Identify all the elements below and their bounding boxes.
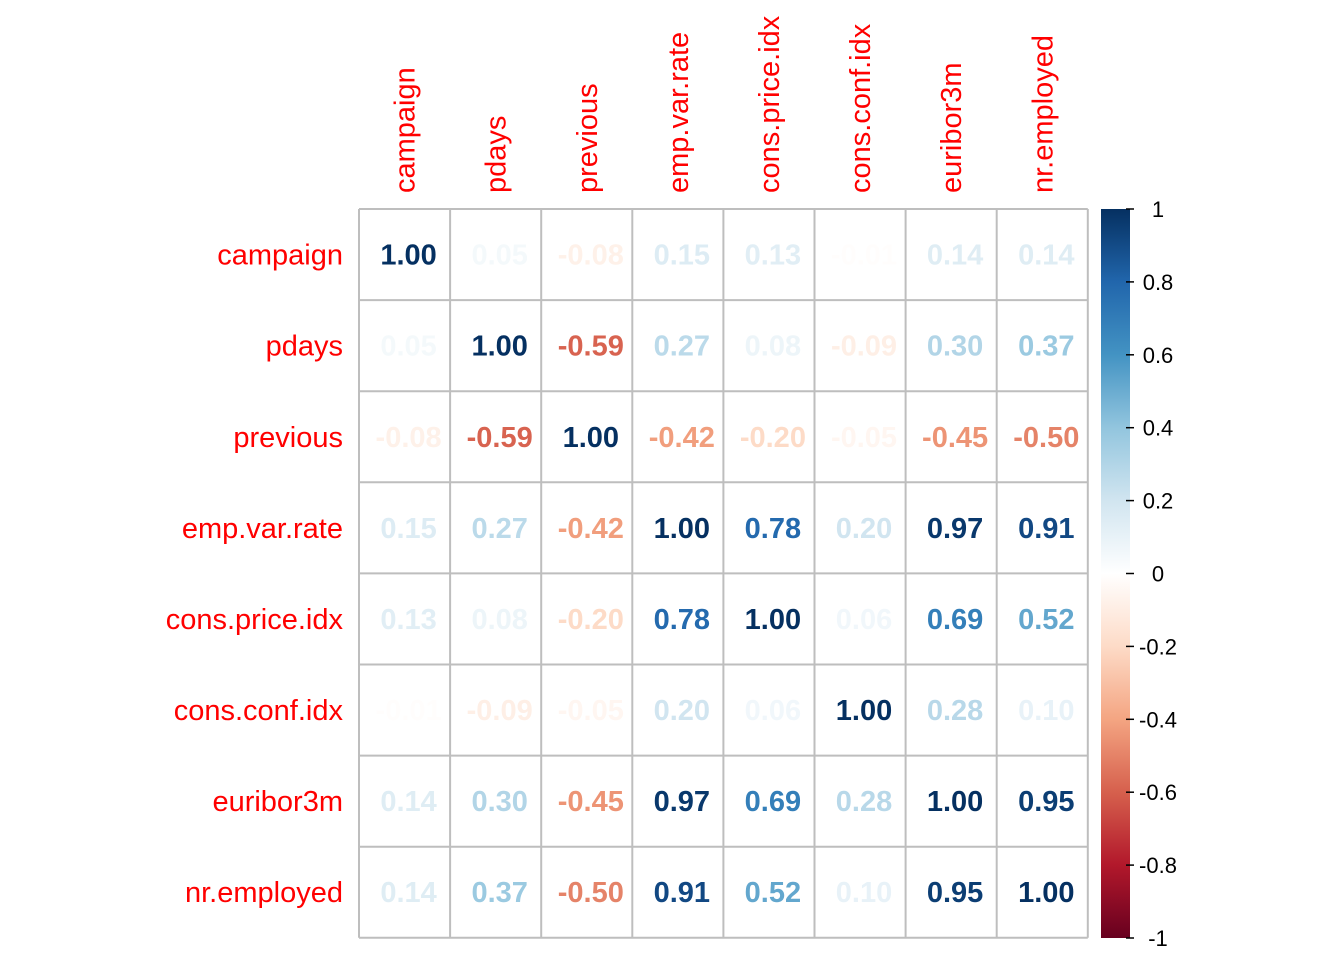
colorbar-tick-label: 1	[1152, 197, 1164, 222]
column-label-campaign: campaign	[390, 67, 422, 193]
cell-value-euribor3m-nr.employed: 0.95	[1018, 786, 1074, 818]
colorbar-tick-label: 0	[1152, 562, 1164, 587]
cell-value-pdays-pdays: 1.00	[471, 331, 527, 363]
cell-value-emp.var.rate-euribor3m: 0.97	[927, 513, 983, 545]
cell-value-cons.price.idx-euribor3m: 0.69	[927, 604, 983, 636]
cell-value-pdays-cons.conf.idx: -0.09	[831, 331, 897, 363]
cell-value-emp.var.rate-emp.var.rate: 1.00	[654, 513, 710, 545]
row-label-emp.var.rate: emp.var.rate	[182, 513, 343, 545]
cell-value-campaign-emp.var.rate: 0.15	[654, 240, 710, 272]
colorbar-gradient	[1101, 209, 1130, 938]
grid	[358, 208, 1089, 939]
cell-value-nr.employed-cons.price.idx: 0.52	[745, 877, 801, 909]
cell-value-nr.employed-nr.employed: 1.00	[1018, 877, 1074, 909]
cell-value-cons.conf.idx-nr.employed: 0.10	[1018, 695, 1074, 727]
cell-value-pdays-euribor3m: 0.30	[927, 331, 983, 363]
cell-value-cons.conf.idx-previous: -0.05	[558, 695, 624, 727]
column-label-emp.var.rate: emp.var.rate	[663, 32, 695, 193]
colorbar: 1 0.8 0.6 0.4 0.2 0 -0.2 -0.4 -0.6 -0.8 -1	[1101, 197, 1177, 951]
cell-value-pdays-cons.price.idx: 0.08	[745, 331, 801, 363]
colorbar-tick-label: -0.4	[1139, 707, 1177, 732]
column-labels: campaign pdays previous emp.var.rate cons.pr…	[390, 15, 1060, 193]
cell-value-euribor3m-pdays: 0.30	[471, 786, 527, 818]
cell-value-nr.employed-cons.conf.idx: 0.10	[836, 877, 892, 909]
colorbar-tick-label: 0.6	[1143, 343, 1174, 368]
cell-value-cons.price.idx-cons.price.idx: 1.00	[745, 604, 801, 636]
cell-value-emp.var.rate-pdays: 0.27	[471, 513, 527, 545]
cell-value-cons.conf.idx-cons.conf.idx: 1.00	[836, 695, 892, 727]
colorbar-tick-label: -0.8	[1139, 853, 1177, 878]
cell-value-euribor3m-previous: -0.45	[558, 786, 624, 818]
row-label-euribor3m: euribor3m	[212, 786, 343, 818]
cell-value-cons.price.idx-emp.var.rate: 0.78	[654, 604, 710, 636]
cell-value-emp.var.rate-nr.employed: 0.91	[1018, 513, 1074, 545]
cell-value-euribor3m-cons.price.idx: 0.69	[745, 786, 801, 818]
cell-value-cons.conf.idx-pdays: -0.09	[467, 695, 533, 727]
cell-value-nr.employed-previous: -0.50	[558, 877, 624, 909]
cell-value-previous-pdays: -0.59	[467, 422, 533, 454]
column-label-cons.price.idx: cons.price.idx	[754, 15, 786, 193]
colorbar-tick-label: -0.6	[1139, 780, 1177, 805]
row-label-nr.employed: nr.employed	[185, 877, 343, 909]
cell-value-pdays-campaign: 0.05	[380, 331, 436, 363]
cell-value-campaign-cons.price.idx: 0.13	[745, 240, 801, 272]
cell-value-nr.employed-emp.var.rate: 0.91	[654, 877, 710, 909]
colorbar-tick-label: 0.2	[1143, 489, 1174, 514]
cell-value-previous-cons.price.idx: -0.20	[740, 422, 806, 454]
cell-value-pdays-nr.employed: 0.37	[1018, 331, 1074, 363]
cell-value-cons.price.idx-campaign: 0.13	[380, 604, 436, 636]
cell-value-campaign-nr.employed: 0.14	[1018, 240, 1074, 272]
cell-value-previous-emp.var.rate: -0.42	[649, 422, 715, 454]
cell-value-emp.var.rate-cons.price.idx: 0.78	[745, 513, 801, 545]
column-label-euribor3m: euribor3m	[936, 62, 968, 193]
cell-value-previous-campaign: -0.08	[376, 422, 442, 454]
colorbar-tick-label: -1	[1148, 926, 1168, 951]
cell-value-cons.conf.idx-euribor3m: 0.28	[927, 695, 983, 727]
cell-value-emp.var.rate-cons.conf.idx: 0.20	[836, 513, 892, 545]
row-labels: campaign pdays previous emp.var.rate cons.pr…	[166, 240, 344, 910]
cell-value-campaign-campaign: 1.00	[380, 240, 436, 272]
cell-value-campaign-euribor3m: 0.14	[927, 240, 983, 272]
row-label-previous: previous	[233, 422, 343, 454]
row-label-cons.conf.idx: cons.conf.idx	[174, 695, 344, 727]
cell-value-previous-nr.employed: -0.50	[1013, 422, 1079, 454]
cell-value-cons.price.idx-previous: -0.20	[558, 604, 624, 636]
cell-value-euribor3m-emp.var.rate: 0.97	[654, 786, 710, 818]
colorbar-tick-label: -0.2	[1139, 634, 1177, 659]
cell-value-pdays-emp.var.rate: 0.27	[654, 331, 710, 363]
cell-value-cons.price.idx-nr.employed: 0.52	[1018, 604, 1074, 636]
cell-value-cons.price.idx-cons.conf.idx: 0.06	[836, 604, 892, 636]
cell-value-cons.price.idx-pdays: 0.08	[471, 604, 527, 636]
cell-value-cons.conf.idx-campaign: -0.01	[376, 695, 442, 727]
row-label-campaign: campaign	[217, 240, 343, 272]
cell-value-pdays-previous: -0.59	[558, 331, 624, 363]
cell-value-previous-previous: 1.00	[563, 422, 619, 454]
value-labels: 1.00 0.05 -0.08 0.15 0.13 -0.01 0.14 0.14 0.05 1.…	[376, 240, 1080, 910]
cell-value-nr.employed-pdays: 0.37	[471, 877, 527, 909]
column-label-previous: previous	[572, 83, 604, 193]
cell-value-euribor3m-campaign: 0.14	[380, 786, 436, 818]
cell-value-campaign-cons.conf.idx: -0.01	[831, 240, 897, 272]
cell-value-cons.conf.idx-cons.price.idx: 0.06	[745, 695, 801, 727]
row-label-cons.price.idx: cons.price.idx	[166, 604, 344, 636]
colorbar-tick-label: 0.4	[1143, 416, 1174, 441]
cell-value-campaign-previous: -0.08	[558, 240, 624, 272]
cell-value-nr.employed-campaign: 0.14	[380, 877, 436, 909]
cell-value-emp.var.rate-previous: -0.42	[558, 513, 624, 545]
column-label-nr.employed: nr.employed	[1027, 35, 1059, 193]
cell-value-campaign-pdays: 0.05	[471, 240, 527, 272]
row-label-pdays: pdays	[266, 331, 343, 363]
cell-value-previous-euribor3m: -0.45	[922, 422, 988, 454]
column-label-pdays: pdays	[481, 116, 513, 193]
colorbar-tick-label: 0.8	[1143, 270, 1174, 295]
column-label-cons.conf.idx: cons.conf.idx	[845, 23, 877, 193]
cell-value-nr.employed-euribor3m: 0.95	[927, 877, 983, 909]
cell-value-euribor3m-cons.conf.idx: 0.28	[836, 786, 892, 818]
cell-value-cons.conf.idx-emp.var.rate: 0.20	[654, 695, 710, 727]
cell-value-previous-cons.conf.idx: -0.05	[831, 422, 897, 454]
cell-value-emp.var.rate-campaign: 0.15	[380, 513, 436, 545]
cell-value-euribor3m-euribor3m: 1.00	[927, 786, 983, 818]
